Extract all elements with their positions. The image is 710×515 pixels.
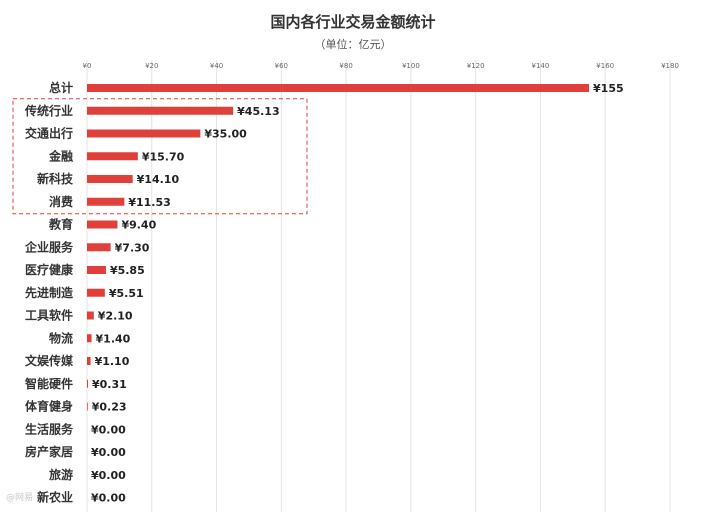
category-label: 体育健身 xyxy=(25,399,73,414)
bar xyxy=(87,357,91,365)
x-tick-label: ¥180 xyxy=(661,62,679,70)
category-label: 总计 xyxy=(49,80,73,95)
bar xyxy=(87,379,89,388)
category-label: 消费 xyxy=(49,194,73,209)
bar xyxy=(87,197,125,206)
data-label: ¥7.30 xyxy=(115,241,150,254)
data-label: ¥5.85 xyxy=(110,264,145,277)
x-tick-label: ¥140 xyxy=(532,62,550,70)
category-label: 房产家居 xyxy=(25,444,73,459)
x-tick-label: ¥40 xyxy=(210,62,223,70)
bar xyxy=(87,175,133,183)
data-label: ¥0.00 xyxy=(91,469,126,482)
data-label: ¥0.23 xyxy=(92,401,127,414)
category-labels: 总计传统行业交通出行金融新科技消费教育企业服务医疗健康先进制造工具软件物流文娱传… xyxy=(24,80,74,505)
category-label: 旅游 xyxy=(49,467,73,482)
category-label: 智能硬件 xyxy=(24,376,73,391)
category-label: 物流 xyxy=(49,330,73,345)
x-tick-label: ¥120 xyxy=(467,62,485,70)
x-tick-label: ¥60 xyxy=(275,62,288,70)
category-label: 生活服务 xyxy=(25,421,74,436)
bar xyxy=(87,84,590,92)
gridlines xyxy=(86,60,671,512)
data-label: ¥11.53 xyxy=(128,196,170,209)
data-label: ¥5.51 xyxy=(109,287,144,300)
x-tick-label: ¥160 xyxy=(596,62,614,70)
data-label: ¥1.10 xyxy=(95,355,130,368)
x-tick-label: ¥0 xyxy=(83,62,92,70)
data-label: ¥9.40 xyxy=(121,219,156,232)
data-label: ¥1.40 xyxy=(96,332,131,345)
bars xyxy=(87,84,590,411)
watermark: @网易 xyxy=(6,493,34,503)
bar xyxy=(87,106,234,115)
bar xyxy=(87,402,88,411)
category-label: 工具软件 xyxy=(25,308,73,323)
category-label: 先进制造 xyxy=(25,285,74,300)
value-labels: ¥155 ¥45.13 ¥35.00 ¥15.70 ¥14.10 ¥11.53 ¥9.40 ¥… xyxy=(91,82,624,505)
data-label: ¥2.10 xyxy=(98,310,133,323)
category-label: 文娱传媒 xyxy=(25,353,74,368)
bar xyxy=(87,334,92,343)
data-label: ¥35.00 xyxy=(204,128,247,141)
category-label: 医疗健康 xyxy=(25,262,74,277)
bar xyxy=(87,220,118,229)
highlight-box xyxy=(12,98,308,215)
category-label: 金融 xyxy=(48,148,73,163)
x-axis-tick-labels: ¥0 ¥20 ¥40 ¥60 ¥80 ¥100 ¥120 ¥140 ¥160 ¥180 xyxy=(83,62,679,70)
x-tick-label: ¥20 xyxy=(145,62,158,70)
bar xyxy=(87,288,105,297)
data-label: ¥0.00 xyxy=(91,492,126,505)
x-tick-label: ¥100 xyxy=(402,62,420,70)
category-label: 教育 xyxy=(48,217,73,232)
x-tick-label: ¥80 xyxy=(339,62,352,70)
data-label: ¥155 xyxy=(593,82,624,95)
data-label: ¥45.13 xyxy=(237,105,279,118)
data-label: ¥0.00 xyxy=(91,423,126,436)
category-label: 新农业 xyxy=(37,490,73,505)
bar xyxy=(87,129,201,138)
data-label: ¥15.70 xyxy=(142,150,185,163)
data-label: ¥0.31 xyxy=(92,378,127,391)
bar xyxy=(87,311,94,320)
category-label: 企业服务 xyxy=(24,239,74,254)
bar xyxy=(87,152,138,161)
data-label: ¥0.00 xyxy=(91,446,126,459)
category-label: 传统行业 xyxy=(24,103,73,118)
chart-subtitle: （单位：亿元） xyxy=(315,37,392,51)
category-label: 新科技 xyxy=(37,171,74,186)
bar xyxy=(87,266,106,274)
category-label: 交通出行 xyxy=(25,126,73,141)
chart-title: 国内各行业交易金额统计 xyxy=(270,13,435,31)
bar xyxy=(87,243,111,252)
data-label: ¥14.10 xyxy=(137,173,180,186)
